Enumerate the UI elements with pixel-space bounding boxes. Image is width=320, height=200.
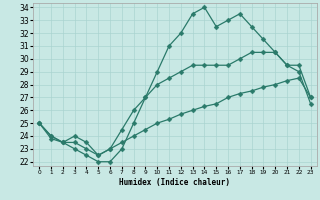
X-axis label: Humidex (Indice chaleur): Humidex (Indice chaleur) [119, 178, 230, 187]
